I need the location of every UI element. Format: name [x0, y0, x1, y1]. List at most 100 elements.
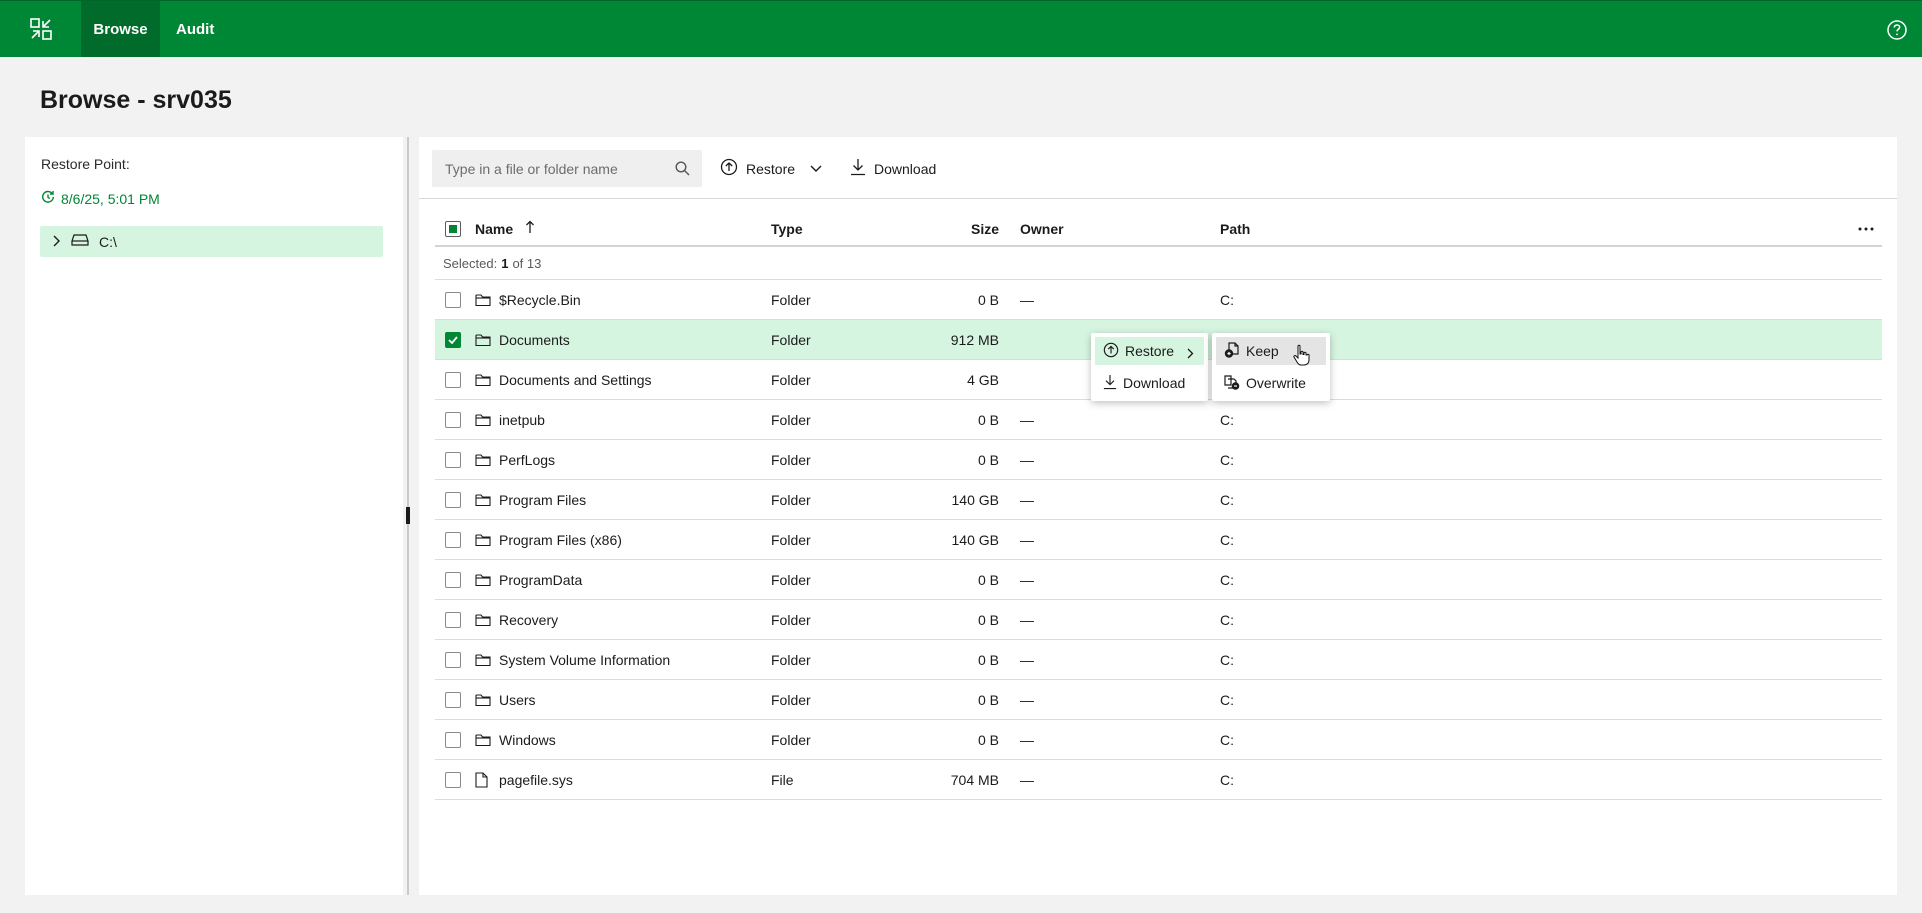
- chevron-right-icon[interactable]: [51, 234, 61, 250]
- row-owner: —: [1020, 451, 1034, 468]
- context-menu: Restore Download: [1091, 333, 1208, 401]
- row-name[interactable]: Program Files (x86): [499, 531, 622, 548]
- table-row[interactable]: Recovery Folder 0 B — C:: [435, 600, 1882, 640]
- tab-browse[interactable]: Browse: [81, 1, 160, 57]
- table-row[interactable]: ProgramData Folder 0 B — C:: [435, 560, 1882, 600]
- row-name[interactable]: Documents: [499, 331, 570, 348]
- submenu-overwrite[interactable]: Overwrite: [1216, 369, 1326, 397]
- row-name[interactable]: pagefile.sys: [499, 771, 573, 788]
- context-menu-download[interactable]: Download: [1095, 369, 1204, 397]
- row-checkbox[interactable]: [445, 360, 461, 399]
- column-header-type[interactable]: Type: [771, 220, 803, 237]
- row-checkbox[interactable]: [445, 320, 461, 359]
- help-icon[interactable]: [1886, 19, 1908, 41]
- table-row[interactable]: Windows Folder 0 B — C:: [435, 720, 1882, 760]
- row-checkbox[interactable]: [445, 680, 461, 719]
- table-row[interactable]: Program Files Folder 140 GB — C:: [435, 480, 1882, 520]
- table-row[interactable]: Program Files (x86) Folder 140 GB — C:: [435, 520, 1882, 560]
- column-header-path[interactable]: Path: [1220, 220, 1251, 237]
- row-checkbox[interactable]: [445, 560, 461, 599]
- submenu-keep-label: Keep: [1246, 343, 1279, 359]
- selection-count: 1: [501, 256, 509, 271]
- row-path: C:: [1220, 651, 1234, 668]
- row-checkbox[interactable]: [445, 640, 461, 679]
- row-path: C:: [1220, 531, 1234, 548]
- restore-icon: [1103, 342, 1119, 361]
- column-header-name[interactable]: Name: [475, 212, 535, 245]
- row-owner: —: [1020, 611, 1034, 628]
- row-owner: —: [1020, 571, 1034, 588]
- sort-ascending-icon[interactable]: [525, 220, 535, 237]
- row-name[interactable]: Documents and Settings: [499, 371, 652, 388]
- submenu-overwrite-label: Overwrite: [1246, 375, 1306, 391]
- tree-item-label: C:\: [99, 233, 117, 250]
- row-checkbox[interactable]: [445, 760, 461, 799]
- tab-audit[interactable]: Audit: [176, 20, 215, 38]
- search-input[interactable]: [432, 160, 662, 177]
- context-menu-restore[interactable]: Restore: [1095, 337, 1204, 365]
- row-owner: —: [1020, 531, 1034, 548]
- table-row[interactable]: pagefile.sys File 704 MB — C:: [435, 760, 1882, 800]
- row-path: C:: [1220, 731, 1234, 748]
- select-all-checkbox[interactable]: [445, 212, 461, 245]
- table-row[interactable]: PerfLogs Folder 0 B — C:: [435, 440, 1882, 480]
- row-checkbox[interactable]: [445, 600, 461, 639]
- row-name[interactable]: $Recycle.Bin: [499, 291, 581, 308]
- row-size: 140 GB: [951, 491, 999, 508]
- row-owner: —: [1020, 691, 1034, 708]
- table-row[interactable]: $Recycle.Bin Folder 0 B — C:: [435, 280, 1882, 320]
- right-panel: Restore Download Name Type Size Owner Pa…: [419, 137, 1897, 895]
- row-path: C:: [1220, 771, 1234, 788]
- row-type: Folder: [771, 531, 811, 548]
- row-type: Folder: [771, 371, 811, 388]
- folder-icon: [475, 480, 491, 519]
- row-name[interactable]: PerfLogs: [499, 451, 556, 468]
- row-type: Folder: [771, 571, 811, 588]
- splitter-handle[interactable]: [406, 507, 410, 524]
- column-header-owner[interactable]: Owner: [1020, 220, 1064, 237]
- row-path: C:: [1220, 491, 1234, 508]
- table-row[interactable]: Users Folder 0 B — C:: [435, 680, 1882, 720]
- row-name[interactable]: ProgramData: [499, 571, 583, 588]
- restore-point-selector[interactable]: 8/6/25, 5:01 PM: [41, 190, 160, 207]
- download-button[interactable]: Download: [850, 150, 936, 187]
- column-header-size[interactable]: Size: [970, 220, 999, 237]
- row-size: 704 MB: [950, 771, 999, 788]
- row-checkbox[interactable]: [445, 400, 461, 439]
- row-name[interactable]: Users: [499, 691, 536, 708]
- download-icon: [1103, 374, 1117, 393]
- context-menu-download-label: Download: [1123, 375, 1186, 391]
- row-owner: —: [1020, 291, 1034, 308]
- row-type: Folder: [771, 411, 811, 428]
- row-name[interactable]: Program Files: [499, 491, 587, 508]
- app-logo-icon[interactable]: [0, 1, 81, 57]
- row-type: File: [771, 771, 794, 788]
- row-path: C:: [1220, 411, 1234, 428]
- table-row[interactable]: System Volume Information Folder 0 B — C:: [435, 640, 1882, 680]
- row-size: 140 GB: [951, 531, 999, 548]
- table-row[interactable]: inetpub Folder 0 B — C:: [435, 400, 1882, 440]
- search-icon[interactable]: [675, 161, 690, 181]
- selection-suffix: of 13: [512, 256, 542, 271]
- row-name[interactable]: Recovery: [499, 611, 559, 628]
- search-box: [432, 150, 702, 187]
- row-checkbox[interactable]: [445, 440, 461, 479]
- row-checkbox[interactable]: [445, 480, 461, 519]
- row-name[interactable]: inetpub: [499, 411, 545, 428]
- row-size: 0 B: [977, 291, 999, 308]
- row-checkbox[interactable]: [445, 280, 461, 319]
- toolbar: Restore Download: [419, 137, 1897, 199]
- row-checkbox[interactable]: [445, 520, 461, 559]
- row-type: Folder: [771, 651, 811, 668]
- tree-item-c-drive[interactable]: C:\: [40, 226, 383, 257]
- more-options-icon[interactable]: [1858, 212, 1874, 245]
- row-size: 0 B: [977, 451, 999, 468]
- folder-icon: [475, 600, 491, 639]
- folder-icon: [475, 520, 491, 559]
- row-name[interactable]: System Volume Information: [499, 651, 671, 668]
- restore-button[interactable]: Restore: [720, 150, 823, 187]
- restore-submenu: Keep Overwrite: [1212, 333, 1330, 401]
- row-checkbox[interactable]: [445, 720, 461, 759]
- row-size: 0 B: [977, 611, 999, 628]
- row-name[interactable]: Windows: [499, 731, 556, 748]
